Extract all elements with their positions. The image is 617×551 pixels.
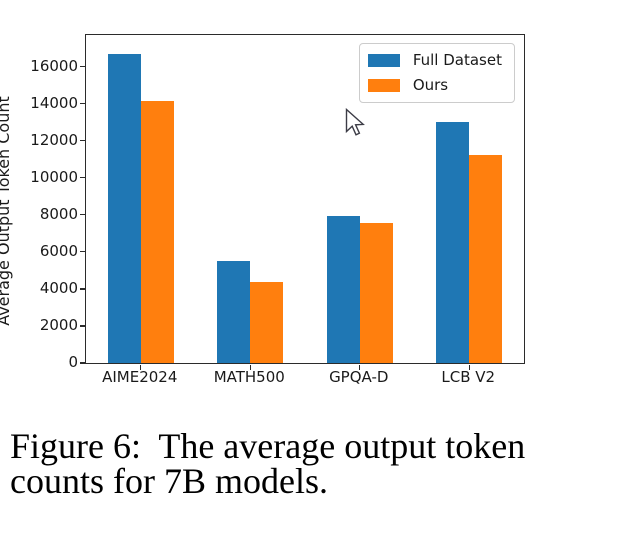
x-tick-label-gpqa-d: GPQA-D bbox=[329, 368, 389, 386]
y-axis: 0 2000 4000 6000 8000 10000 12000 14000 16000 bbox=[0, 34, 78, 372]
y-tick-mark bbox=[79, 214, 85, 216]
y-tick-mark bbox=[79, 251, 85, 253]
mouse-cursor-icon bbox=[345, 108, 365, 136]
plot-area: Full Dataset Ours bbox=[79, 34, 525, 370]
legend-label: Full Dataset bbox=[412, 51, 502, 69]
legend-swatch-icon bbox=[367, 78, 400, 92]
y-tick-mark bbox=[79, 362, 85, 364]
x-tick-label-math500: MATH500 bbox=[213, 368, 285, 386]
y-tick-mark bbox=[79, 177, 85, 179]
y-tick-label: 2000 bbox=[39, 315, 78, 334]
y-tick-label: 4000 bbox=[39, 278, 78, 297]
bar-ours-gpqa-d bbox=[359, 223, 393, 363]
y-tick-label: 10000 bbox=[30, 167, 78, 186]
x-tick-label-lcb-v2: LCB V2 bbox=[441, 368, 496, 386]
y-tick-label: 6000 bbox=[39, 241, 78, 260]
y-tick-label: 0 bbox=[68, 353, 78, 371]
legend-label: Ours bbox=[412, 76, 449, 94]
figure-caption-line-2: counts for 7B models. bbox=[10, 461, 328, 501]
y-tick-mark bbox=[79, 325, 85, 327]
y-tick-mark bbox=[79, 65, 85, 68]
x-tick-mark bbox=[249, 364, 251, 370]
y-tick-label: 14000 bbox=[30, 93, 78, 112]
x-tick-mark bbox=[140, 364, 142, 370]
legend-item-ours: Ours bbox=[367, 76, 502, 94]
figure-caption: Figure 6: The average output token count… bbox=[10, 426, 526, 501]
y-tick-label: 12000 bbox=[30, 130, 78, 149]
bar-chart: Average Output Token Count 0 2000 4000 6000… bbox=[0, 34, 525, 388]
bar-ours-math500 bbox=[250, 282, 284, 363]
bar-ours-aime2024 bbox=[140, 100, 174, 363]
x-tick-label-aime2024: AIME2024 bbox=[102, 368, 178, 386]
bar-full-dataset-math500 bbox=[217, 261, 251, 363]
y-tick-mark bbox=[79, 139, 85, 142]
y-tick-mark bbox=[79, 102, 85, 105]
legend-swatch-icon bbox=[367, 53, 400, 67]
bar-full-dataset-gpqa-d bbox=[326, 215, 360, 363]
y-tick-mark bbox=[79, 288, 85, 290]
legend: Full Dataset Ours bbox=[358, 43, 515, 103]
figure-caption-line-1: Figure 6: The average output token bbox=[10, 426, 526, 466]
x-axis: AIME2024 MATH500 GPQA-D LCB V2 bbox=[85, 368, 523, 388]
bar-ours-lcb-v2 bbox=[469, 154, 503, 363]
legend-item-full-dataset: Full Dataset bbox=[367, 51, 502, 69]
x-tick-mark bbox=[468, 364, 470, 370]
bar-full-dataset-aime2024 bbox=[107, 53, 141, 363]
y-tick-label: 16000 bbox=[30, 56, 78, 75]
bar-full-dataset-lcb-v2 bbox=[436, 122, 470, 363]
y-tick-label: 8000 bbox=[39, 204, 78, 223]
x-tick-mark bbox=[359, 364, 361, 370]
